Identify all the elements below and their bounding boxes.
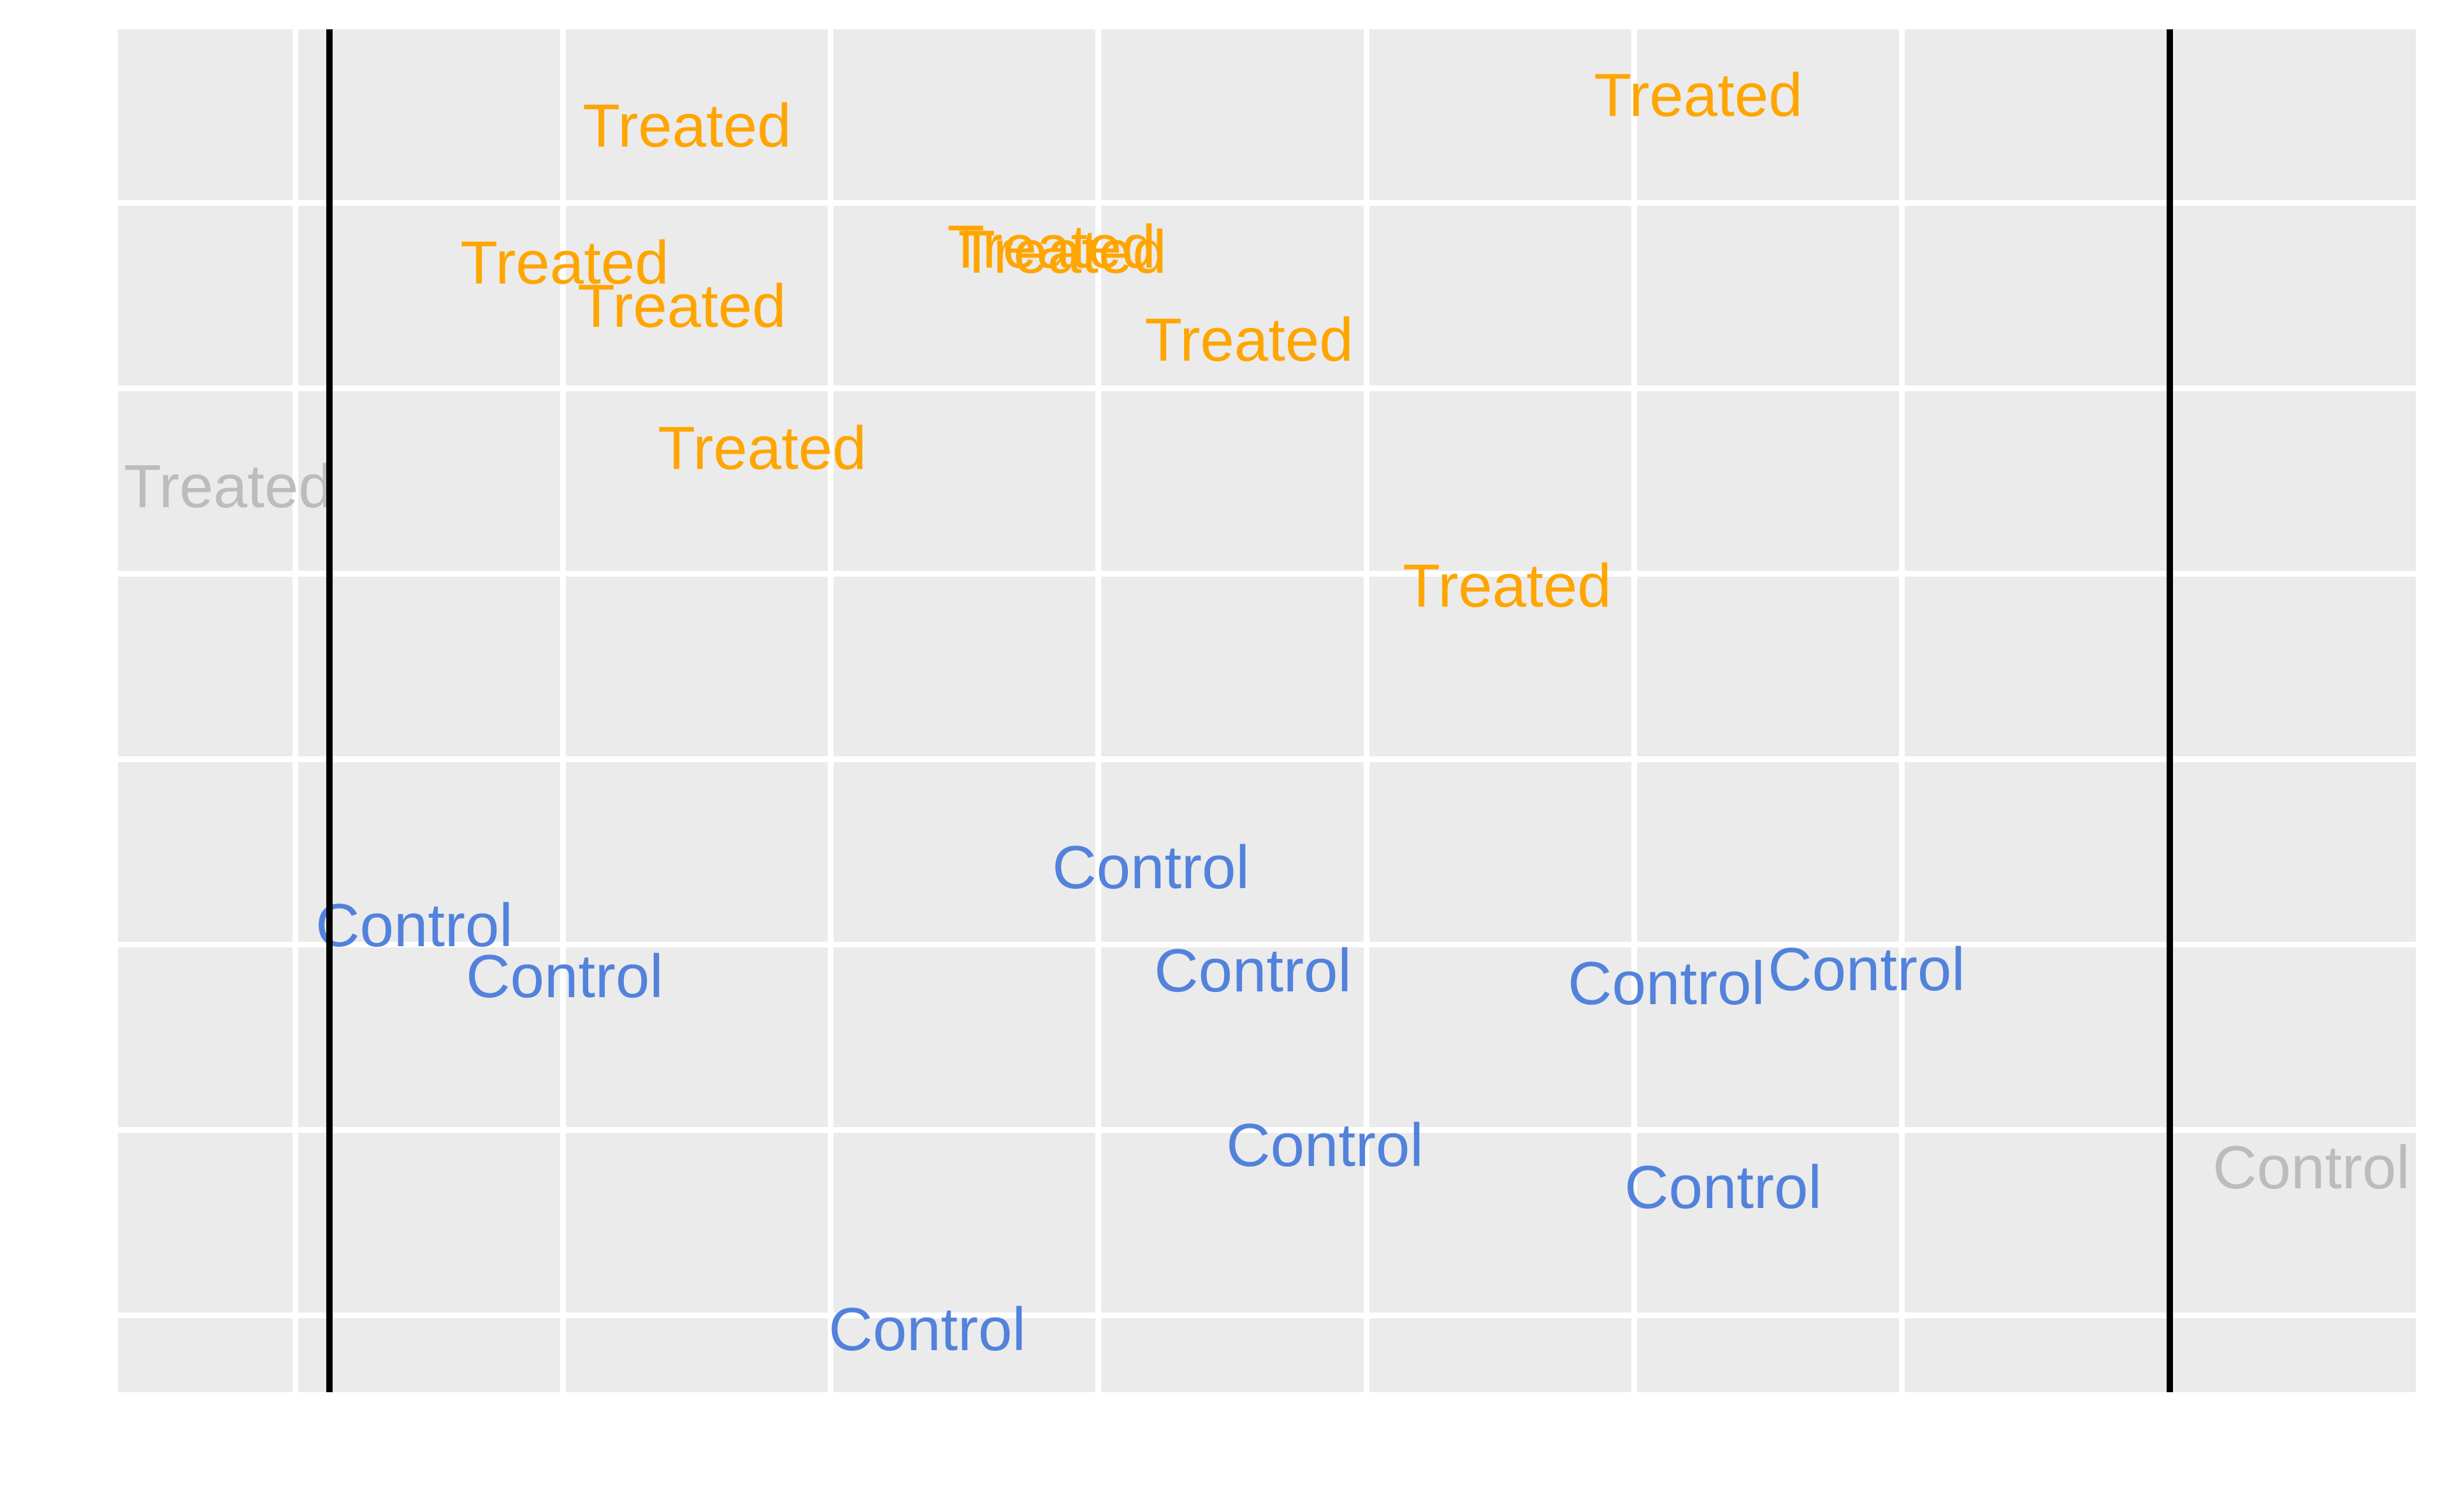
treated-label: Treated bbox=[1403, 552, 1612, 621]
treated-label: Treated bbox=[460, 229, 669, 298]
treated-label-muted: Treated bbox=[124, 452, 333, 521]
control-label: Control bbox=[1052, 833, 1250, 902]
treated-label: Treated bbox=[658, 414, 867, 483]
right-boundary-line bbox=[2167, 29, 2173, 1392]
major-gridline-vertical bbox=[1898, 29, 1905, 1392]
treated-label: Treated bbox=[582, 92, 791, 161]
treated-label: Treated bbox=[1144, 306, 1353, 375]
major-gridline-horizontal bbox=[118, 199, 2416, 206]
control-label: Control bbox=[1226, 1111, 1424, 1180]
major-gridline-vertical bbox=[559, 29, 566, 1392]
control-label: Control bbox=[1768, 935, 1965, 1004]
control-label: Control bbox=[828, 1295, 1026, 1364]
control-label: Control bbox=[1154, 937, 1352, 1005]
treated-label: Treated bbox=[1594, 61, 1803, 130]
control-label: Control bbox=[315, 891, 513, 960]
control-label: Control bbox=[1568, 949, 1765, 1018]
left-boundary-line bbox=[326, 29, 333, 1392]
control-label: Control bbox=[1624, 1153, 1822, 1222]
major-gridline-vertical bbox=[1095, 29, 1101, 1392]
major-gridline-vertical bbox=[827, 29, 834, 1392]
major-gridline-horizontal bbox=[118, 570, 2416, 577]
major-gridline-horizontal bbox=[118, 1312, 2416, 1318]
major-gridline-horizontal bbox=[118, 385, 2416, 391]
control-label: Control bbox=[466, 942, 663, 1011]
major-gridline-horizontal bbox=[118, 1127, 2416, 1133]
major-gridline-vertical bbox=[1363, 29, 1369, 1392]
major-gridline-vertical bbox=[1631, 29, 1637, 1392]
major-gridline-vertical bbox=[292, 29, 298, 1392]
treated-label: Treated bbox=[577, 272, 786, 341]
major-gridline-horizontal bbox=[118, 941, 2416, 947]
treated-label: Treated bbox=[947, 213, 1156, 282]
plot-panel: Treated Treated Treated Treated Treated Treat… bbox=[118, 29, 2416, 1392]
treated-label: Treated bbox=[958, 218, 1167, 287]
control-label-muted: Control bbox=[2212, 1134, 2410, 1202]
major-gridline-horizontal bbox=[118, 756, 2416, 762]
